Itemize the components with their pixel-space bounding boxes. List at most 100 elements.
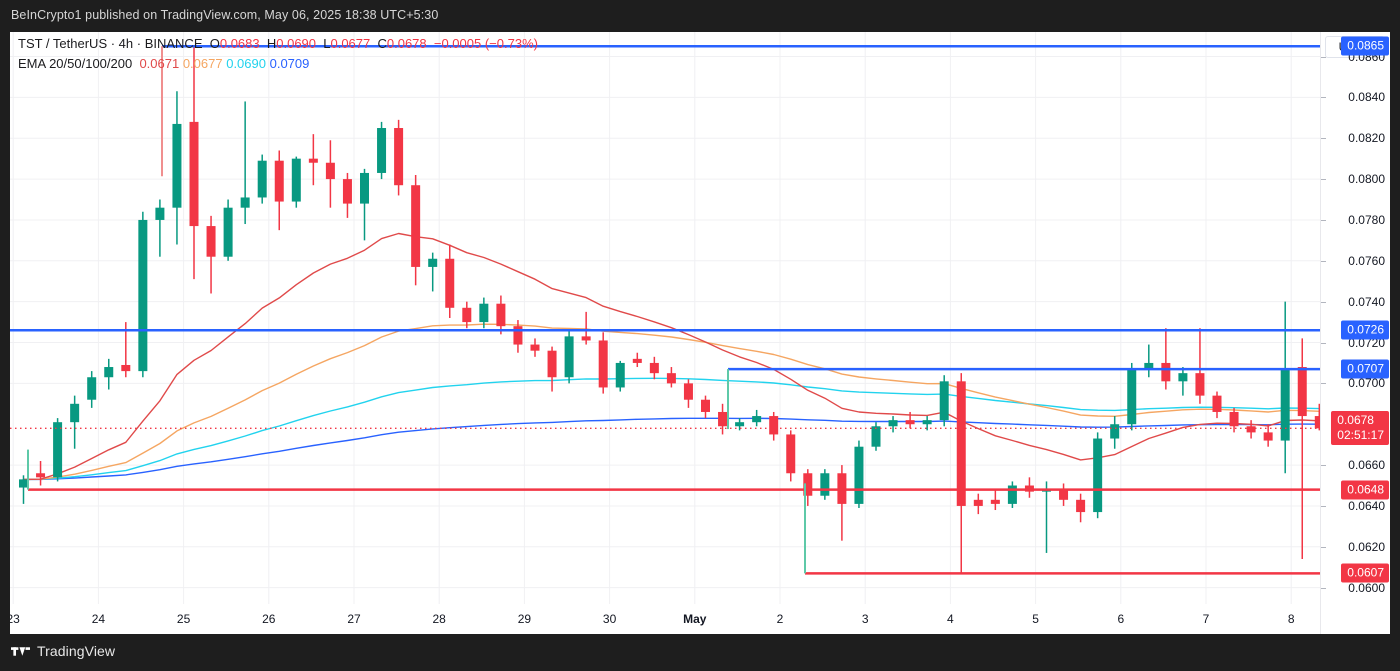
candle-body (922, 420, 932, 425)
price-marker-00678[interactable]: 0.0678 02:51:17 (1331, 411, 1389, 446)
price-marker-value: 0.0648 (1347, 482, 1384, 497)
time-tick-label: 26 (262, 612, 276, 626)
time-tick-label: May (683, 612, 707, 626)
candle-body (104, 367, 114, 378)
candle-body (1314, 416, 1320, 429)
grid-lines (10, 32, 1320, 604)
candle-body (308, 158, 318, 163)
price-tick-label: 0.0600 (1348, 580, 1385, 595)
candle-body (905, 420, 915, 425)
price-tick-mark (1321, 546, 1326, 548)
candle-body (223, 207, 233, 257)
candle-body (1246, 426, 1256, 433)
candle-body (1076, 499, 1086, 513)
candle-body (632, 358, 642, 363)
time-tick-label: 2 (776, 612, 784, 626)
time-tick-label: 4 (947, 612, 954, 626)
candle-body (598, 340, 608, 388)
candle-body (189, 121, 199, 227)
candle-body (1144, 362, 1154, 370)
candle-body (956, 381, 966, 506)
candle-body (496, 303, 506, 327)
candle-body (377, 128, 387, 173)
candle-body (564, 336, 574, 378)
price-marker-00726[interactable]: 0.0726 (1341, 320, 1389, 340)
candle-body (786, 434, 796, 474)
candle-body (530, 344, 540, 351)
candle-group (19, 46, 1320, 574)
price-marker-00707[interactable]: 0.0707 (1341, 359, 1389, 379)
candle-body (87, 377, 97, 400)
price-marker-value: 0.0865 (1347, 38, 1384, 53)
candle-body (121, 364, 131, 372)
candle-body (1161, 362, 1171, 382)
candle-body (990, 499, 1000, 504)
time-tick-label: 6 (1117, 612, 1125, 626)
candle-body (769, 416, 779, 435)
axis-divider (1320, 604, 1321, 634)
price-tick-label: 0.0820 (1348, 131, 1385, 146)
candle-body (1195, 373, 1205, 396)
candle-body (70, 403, 80, 423)
candle-body (1110, 424, 1120, 439)
ema-50-line (22, 323, 1320, 481)
candle-body (1127, 369, 1137, 425)
publisher-bar: BeInCrypto1 published on TradingView.com… (0, 0, 1400, 32)
price-tick-label: 0.0780 (1348, 212, 1385, 227)
candle-body (718, 411, 728, 427)
time-axis[interactable]: 2324252627282930May2345678 (10, 604, 1390, 634)
price-tick-mark (1321, 260, 1326, 262)
ema-200-line (22, 417, 1320, 481)
time-tick-label: 30 (602, 612, 617, 626)
candle-body (871, 426, 881, 447)
candle-body (360, 172, 369, 204)
price-marker-00607[interactable]: 0.0607 (1341, 563, 1389, 583)
price-marker-countdown: 02:51:17 (1337, 428, 1384, 443)
ema-20-line (22, 232, 1320, 481)
price-tick-mark (1321, 179, 1326, 181)
price-tick-mark (1321, 465, 1326, 467)
chart-pane[interactable] (10, 32, 1320, 604)
tradingview-logo-icon (11, 646, 30, 656)
candle-body (342, 179, 352, 204)
price-tick-label: 0.0840 (1348, 90, 1385, 105)
time-tick-label: 5 (1032, 612, 1039, 626)
chart-area[interactable]: USDT 0.08600.08400.08200.08000.07800.076… (10, 32, 1390, 604)
price-marker-value: 0.0607 (1347, 565, 1384, 580)
candle-body (752, 416, 762, 423)
time-tick-label: 7 (1202, 612, 1210, 626)
candlestick-plot[interactable] (10, 32, 1320, 604)
time-tick-label: 24 (91, 612, 106, 626)
price-tick-label: 0.0760 (1348, 253, 1385, 268)
price-tick-mark (1321, 56, 1326, 58)
candle-body (19, 479, 28, 488)
candle-body (155, 207, 165, 220)
candle-body (735, 422, 745, 427)
price-marker-value: 0.0707 (1347, 361, 1384, 376)
time-tick-label: 3 (861, 612, 869, 626)
candle-body (1229, 411, 1239, 427)
tradingview-brand: TradingView (37, 643, 116, 659)
candle-body (240, 197, 250, 208)
candle-body (53, 422, 63, 478)
price-axis[interactable]: USDT 0.08600.08400.08200.08000.07800.076… (1320, 32, 1390, 604)
candle-body (206, 226, 216, 257)
candle-body (581, 336, 591, 341)
candle-body (479, 303, 489, 323)
price-tick-mark (1321, 301, 1326, 303)
candle-body (257, 160, 267, 198)
candle-body (854, 446, 864, 504)
ema-overlays (22, 232, 1320, 481)
candle-body (1212, 395, 1222, 412)
price-tick-label: 0.0620 (1348, 539, 1385, 554)
candle-body (462, 307, 472, 323)
price-marker-00648[interactable]: 0.0648 (1341, 480, 1389, 500)
candle-body (666, 373, 676, 384)
price-marker-00865[interactable]: 0.0865 (1341, 36, 1389, 56)
time-tick-label: 8 (1287, 612, 1295, 626)
candle-body (274, 160, 284, 202)
candle-body (1178, 373, 1188, 382)
price-tick-label: 0.0700 (1348, 376, 1385, 391)
candle-body (1297, 367, 1307, 417)
